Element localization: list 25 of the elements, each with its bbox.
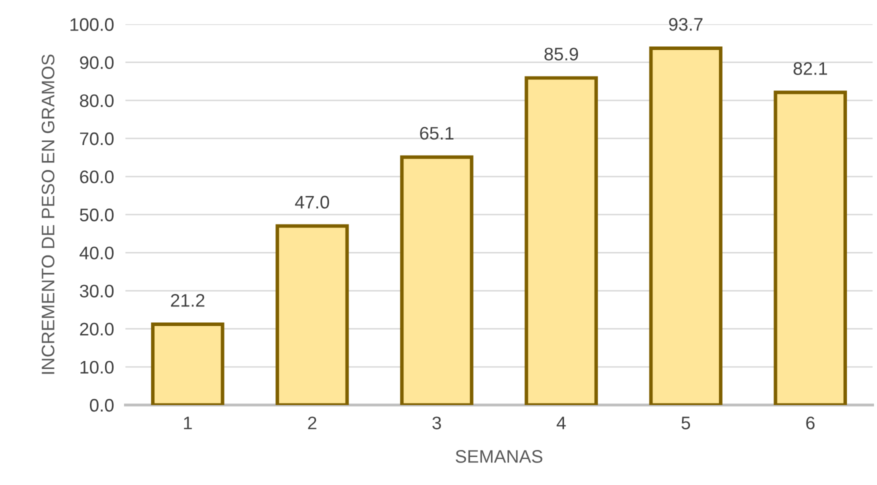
x-tick-label: 6: [806, 416, 815, 430]
y-tick-label: 40.0: [80, 246, 114, 260]
x-tick-label: 1: [184, 416, 192, 430]
y-tick-label: 0.0: [90, 398, 114, 412]
y-tick-label: 70.0: [80, 132, 114, 146]
data-label: 85.9: [544, 48, 578, 60]
y-tick-label: 20.0: [80, 322, 114, 336]
y-tick-label: 80.0: [80, 94, 114, 108]
y-tick-label: 10.0: [80, 360, 114, 374]
x-tick-label: 3: [432, 416, 441, 430]
y-tick-label: 50.0: [80, 208, 114, 222]
data-label: 21.2: [171, 294, 204, 307]
data-label: 47.0: [295, 196, 330, 209]
x-axis-title: SEMANAS: [456, 450, 542, 463]
data-label: 65.1: [420, 126, 454, 140]
y-tick-label: 60.0: [80, 170, 114, 184]
x-tick-label: 2: [308, 416, 316, 430]
y-tick-label: 100.0: [70, 18, 114, 31]
y-tick-label: 30.0: [80, 284, 114, 298]
data-label: 82.1: [794, 62, 828, 75]
x-tick-label: 4: [556, 416, 566, 430]
y-axis-title: INCREMENTO DE PESO EN GRAMOS: [42, 54, 54, 374]
data-label: 93.7: [669, 18, 702, 31]
x-tick-label: 5: [682, 416, 690, 430]
y-tick-label: 90.0: [80, 56, 114, 70]
